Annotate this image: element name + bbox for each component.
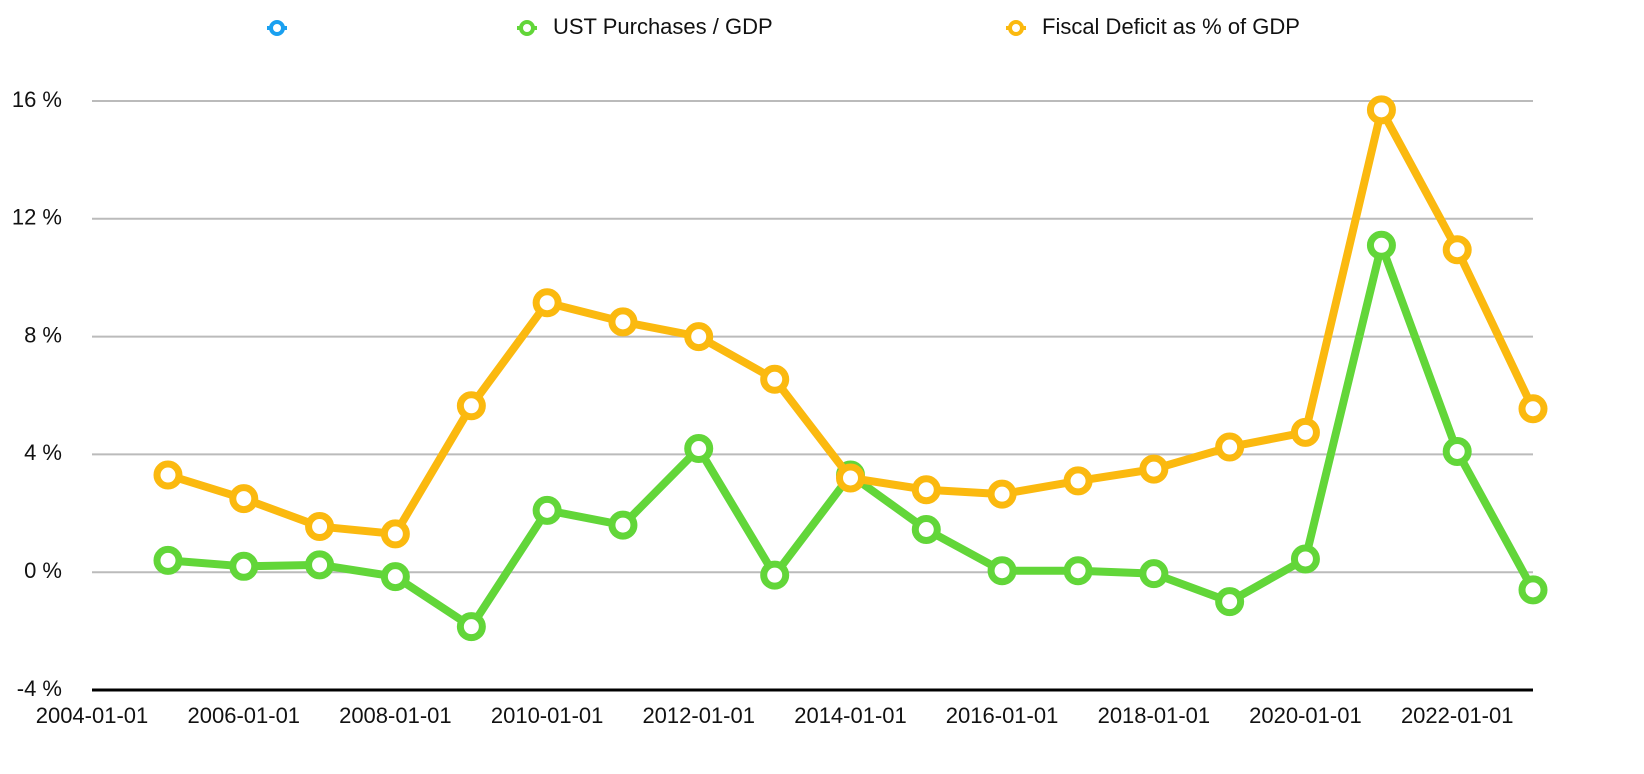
legend-marker	[269, 20, 285, 36]
x-tick-label: 2012-01-01	[642, 703, 755, 728]
data-point	[760, 560, 790, 590]
data-point	[456, 391, 486, 421]
x-tick-label: 2014-01-01	[794, 703, 907, 728]
data-point	[1063, 466, 1093, 496]
data-point	[153, 545, 183, 575]
x-tick-label: 2006-01-01	[188, 703, 301, 728]
data-point	[835, 463, 865, 493]
data-point	[1442, 235, 1472, 265]
y-tick-label: 4 %	[24, 440, 62, 465]
data-point	[1063, 556, 1093, 586]
data-point	[1215, 587, 1245, 617]
x-tick-label: 2010-01-01	[491, 703, 604, 728]
data-point	[1518, 394, 1548, 424]
data-point	[1442, 436, 1472, 466]
data-point	[684, 322, 714, 352]
x-tick-label: 2008-01-01	[339, 703, 452, 728]
data-point	[305, 512, 335, 542]
y-tick-label: 0 %	[24, 558, 62, 583]
legend-marker	[519, 20, 535, 36]
data-point	[380, 562, 410, 592]
x-tick-label: 2004-01-01	[36, 703, 149, 728]
data-point	[987, 479, 1017, 509]
data-point	[1215, 432, 1245, 462]
y-tick-label: 12 %	[12, 205, 62, 230]
x-tick-label: 2018-01-01	[1098, 703, 1211, 728]
data-point	[532, 288, 562, 318]
data-point	[684, 434, 714, 464]
data-point	[911, 514, 941, 544]
data-point	[1366, 230, 1396, 260]
legend-label: Fiscal Deficit as % of GDP	[1042, 14, 1300, 39]
data-point	[229, 484, 259, 514]
data-point	[1290, 544, 1320, 574]
y-tick-label: -4 %	[17, 676, 62, 701]
legend-label: UST Purchases / GDP	[553, 14, 773, 39]
data-point	[456, 612, 486, 642]
x-tick-label: 2020-01-01	[1249, 703, 1362, 728]
y-tick-label: 16 %	[12, 87, 62, 112]
data-point	[1290, 417, 1320, 447]
data-point	[987, 556, 1017, 586]
x-tick-label: 2022-01-01	[1401, 703, 1514, 728]
data-point	[608, 307, 638, 337]
x-tick-label: 2016-01-01	[946, 703, 1059, 728]
data-point	[760, 364, 790, 394]
data-point	[305, 550, 335, 580]
data-point	[911, 475, 941, 505]
data-point	[608, 510, 638, 540]
data-point	[229, 551, 259, 581]
series-line	[167, 241, 1537, 631]
data-point	[1366, 95, 1396, 125]
legend-marker	[1008, 20, 1024, 36]
data-point	[1139, 454, 1169, 484]
data-point	[380, 519, 410, 549]
data-point	[1139, 559, 1169, 589]
y-tick-label: 8 %	[24, 322, 62, 347]
data-point	[1518, 575, 1548, 605]
data-point	[532, 495, 562, 525]
data-point	[153, 460, 183, 490]
